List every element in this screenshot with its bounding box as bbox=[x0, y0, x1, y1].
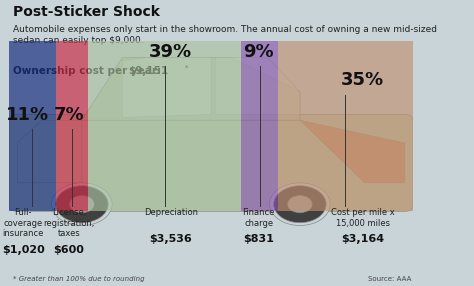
Circle shape bbox=[52, 183, 112, 226]
Bar bbox=[88, 41, 241, 211]
FancyBboxPatch shape bbox=[9, 114, 413, 211]
Text: Source: AAA: Source: AAA bbox=[368, 277, 411, 283]
Text: $3,164: $3,164 bbox=[341, 234, 384, 244]
Text: 9%: 9% bbox=[244, 43, 274, 61]
Text: $831: $831 bbox=[243, 234, 274, 244]
Circle shape bbox=[288, 196, 312, 213]
Circle shape bbox=[273, 186, 326, 223]
Polygon shape bbox=[300, 120, 405, 183]
Text: *: * bbox=[185, 65, 188, 71]
Text: Ownership cost per year:: Ownership cost per year: bbox=[13, 66, 165, 76]
Polygon shape bbox=[82, 57, 300, 120]
Text: 35%: 35% bbox=[341, 72, 384, 90]
Text: 39%: 39% bbox=[149, 43, 192, 61]
Polygon shape bbox=[17, 120, 82, 183]
Text: Post-Sticker Shock: Post-Sticker Shock bbox=[13, 5, 160, 19]
Circle shape bbox=[270, 183, 330, 226]
Bar bbox=[55, 41, 88, 211]
Text: $9,151: $9,151 bbox=[128, 66, 168, 76]
Bar bbox=[278, 41, 413, 211]
Text: $1,020: $1,020 bbox=[2, 245, 45, 255]
Text: 11%: 11% bbox=[6, 106, 49, 124]
Text: License,
registration,
taxes: License, registration, taxes bbox=[43, 208, 95, 238]
Text: Depreciation: Depreciation bbox=[144, 208, 198, 217]
Text: $3,536: $3,536 bbox=[149, 234, 192, 244]
Text: Full-
coverage
insurance: Full- coverage insurance bbox=[3, 208, 44, 238]
Circle shape bbox=[55, 186, 108, 223]
Text: Cost per mile x
15,000 miles: Cost per mile x 15,000 miles bbox=[331, 208, 394, 228]
Bar bbox=[9, 41, 55, 211]
Text: Finance
charge: Finance charge bbox=[243, 208, 275, 228]
Circle shape bbox=[70, 196, 94, 213]
Bar bbox=[241, 41, 278, 211]
Text: $600: $600 bbox=[54, 245, 84, 255]
Text: 7%: 7% bbox=[54, 106, 84, 124]
Polygon shape bbox=[122, 57, 211, 117]
Text: * Greater than 100% due to rounding: * Greater than 100% due to rounding bbox=[13, 276, 145, 283]
Text: Automobile expenses only start in the showroom. The annual cost of owning a new : Automobile expenses only start in the sh… bbox=[13, 25, 437, 45]
Polygon shape bbox=[215, 57, 300, 114]
